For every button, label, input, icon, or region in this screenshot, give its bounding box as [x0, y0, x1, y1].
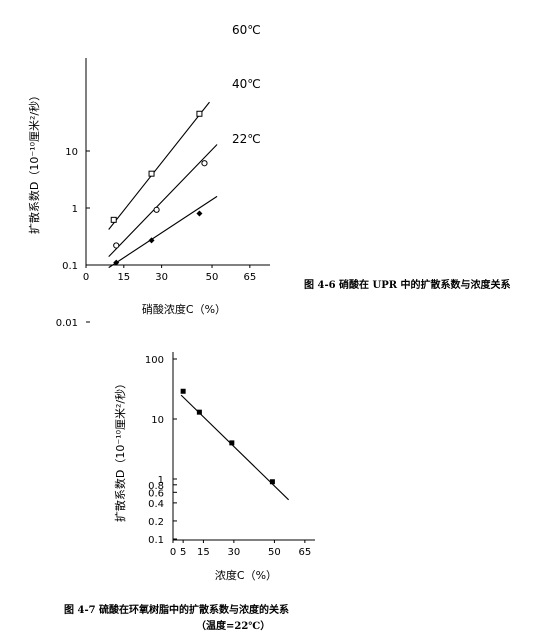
chart-4-7-x-tick-label: 65: [298, 547, 311, 558]
chart-4-6-y-tick-label: 0.1: [62, 261, 78, 272]
chart-4-7-y-tick-label: 0.4: [148, 499, 164, 510]
chart-4-6-x-tick-label: 65: [243, 272, 256, 283]
chart-4-7: 0.1 0.2 0.40.60.81 10 100 0 5 15 30 50 65 扩散系数D（1…: [64, 352, 315, 632]
chart-4-6-series-label-22: 22℃: [232, 132, 261, 146]
chart-4-7-y-tick-label: 0.2: [148, 517, 164, 528]
chart-4-6-point-2: [196, 210, 203, 217]
chart-4-6-xlabel: 硝酸浓度C（%）: [142, 302, 226, 316]
chart-4-7-point: [229, 440, 235, 446]
chart-4-6-caption: 图 4-6 硝酸在 UPR 中的扩散系数与浓度关系: [304, 278, 511, 291]
chart-4-7-point: [180, 388, 186, 394]
chart-4-6-y-tick-label: 10: [65, 147, 78, 158]
chart-4-7-y-tick-label: 0.1: [148, 535, 164, 546]
chart-4-6-fit-line-2: [108, 195, 218, 269]
chart-4-6-point-2: [113, 259, 120, 266]
chart-4-7-x-tick-label: 30: [227, 547, 240, 558]
chart-4-7-point: [196, 409, 202, 415]
chart-4-6-x-tick-label: 15: [117, 272, 130, 283]
chart-4-7-y-tick-label: 10: [151, 415, 164, 426]
chart-4-6-series-label-60: 60℃: [232, 23, 261, 37]
chart-4-6-series-label-40: 40℃: [232, 77, 261, 91]
chart-4-7-ylabel: 扩散系数D（10⁻¹⁰厘米²/秒）: [113, 378, 127, 522]
chart-4-6-x-tick-label: 50: [206, 272, 219, 283]
chart-4-7-x-tick-label: 5: [180, 547, 186, 558]
chart-4-6-y-tick-label: 1: [72, 204, 78, 215]
chart-4-6-point-1: [113, 242, 120, 249]
chart-4-7-caption-temperature: （温度=22℃）: [196, 619, 270, 632]
chart-4-6-fit-line-0: [108, 101, 210, 230]
chart-4-7-y-tick-label: 100: [145, 355, 164, 366]
chart-4-7-xlabel: 浓度C（%）: [215, 568, 277, 582]
chart-4-6: 0.01 0.1 1 10 0 15 30 50 65 60℃ 40℃ 22℃ 扩散系数D（1…: [27, 23, 511, 329]
chart-4-6-ylabel: 扩散系数D（10⁻¹⁰厘米²/秒）: [27, 90, 41, 234]
chart-4-7-point: [269, 479, 275, 485]
chart-4-7-y-tick-label: 1: [158, 475, 164, 486]
chart-4-7-caption: 图 4-7 硫酸在环氧树脂中的扩散系数与浓度的关系: [64, 603, 289, 616]
chart-4-6-point-0: [110, 216, 117, 223]
chart-4-6-point-1: [201, 160, 208, 167]
chart-4-7-x-tick-label: 0: [170, 547, 176, 558]
chart-4-6-x-tick-label: 0: [83, 272, 89, 283]
chart-4-7-x-tick-label: 15: [197, 547, 210, 558]
chart-4-6-point-2: [148, 237, 155, 244]
chart-4-7-y-tick-label: 0.6: [148, 488, 164, 499]
chart-4-6-point-1: [153, 206, 160, 213]
chart-4-6-y-tick-label: 0.01: [56, 318, 78, 329]
chart-4-7-y-tick-label: 0.8: [148, 481, 164, 492]
chart-4-6-x-tick-label: 30: [155, 272, 168, 283]
chart-4-7-x-tick-label: 50: [268, 547, 281, 558]
chart-4-6-fit-line-1: [108, 144, 218, 258]
chart-4-6-point-0: [196, 110, 203, 117]
chart-4-6-point-0: [148, 170, 155, 177]
